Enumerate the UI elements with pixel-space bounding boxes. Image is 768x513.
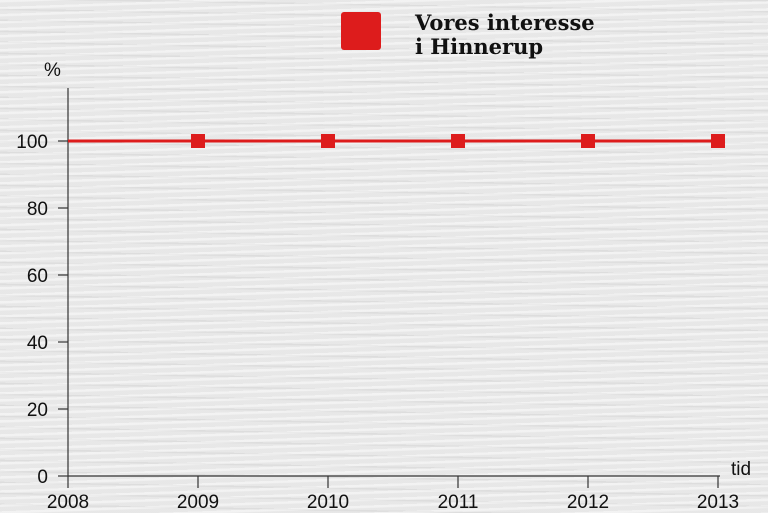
y-axis-ticks: 0 20 40 60 80 100 — [16, 132, 68, 488]
y-tick-label: 80 — [27, 199, 48, 220]
x-tick-label: 2010 — [307, 492, 349, 513]
data-point-marker — [321, 134, 335, 148]
legend-swatch — [341, 12, 381, 50]
legend-label: Vores interesse i Hinnerup — [414, 10, 602, 59]
x-tick-label: 2009 — [177, 492, 219, 513]
y-tick-label: 40 — [27, 333, 48, 354]
x-tick-label: 2013 — [697, 492, 739, 513]
legend-label-line-1: Vores interesse — [414, 10, 595, 35]
plot-area — [68, 134, 725, 148]
data-point-marker — [191, 134, 205, 148]
y-tick-label: 20 — [27, 400, 48, 421]
y-tick-label: 60 — [27, 266, 48, 287]
data-point-marker — [451, 134, 465, 148]
x-axis-label: tid — [731, 459, 751, 480]
legend-label-line-2: i Hinnerup — [415, 34, 543, 59]
legend: Vores interesse i Hinnerup — [341, 10, 602, 59]
y-tick-label: 100 — [16, 132, 48, 153]
data-point-marker — [711, 134, 725, 148]
data-point-marker — [581, 134, 595, 148]
x-tick-label: 2008 — [47, 492, 89, 513]
x-tick-label: 2012 — [567, 492, 609, 513]
y-axis-label: % — [44, 60, 61, 81]
x-axis-ticks: 2008 2009 2010 2011 2012 2013 — [47, 476, 739, 513]
y-tick-label: 0 — [37, 467, 48, 488]
x-tick-label: 2011 — [438, 492, 479, 513]
